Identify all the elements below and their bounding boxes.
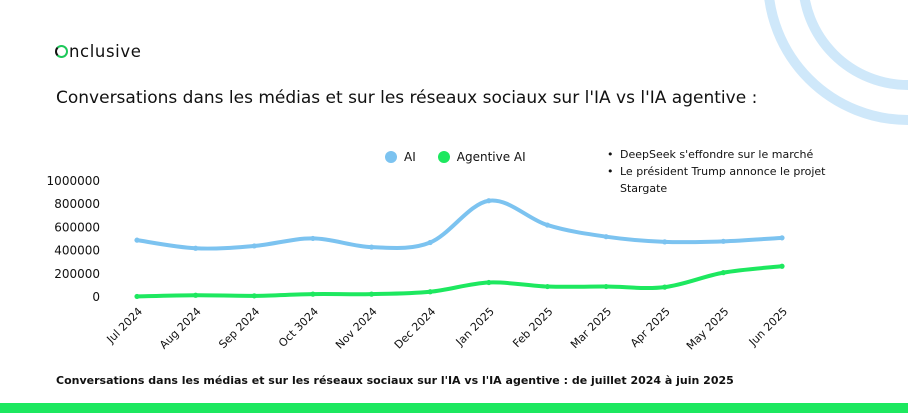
data-point-agentive-ai xyxy=(427,289,433,295)
data-point-agentive-ai xyxy=(486,279,492,286)
x-tick-label: Mar 2025 xyxy=(568,305,614,351)
data-point-ai xyxy=(310,235,316,242)
x-tick-label: Oct 3024 xyxy=(276,305,321,350)
data-point-agentive-ai xyxy=(779,263,785,269)
data-point-ai xyxy=(544,222,551,228)
y-tick-label: 0 xyxy=(92,290,100,304)
y-tick-label: 600000 xyxy=(54,220,100,234)
data-point-ai xyxy=(251,243,257,249)
annotation-text: Le président Trump annonce le projet Sta… xyxy=(620,165,826,195)
y-tick-label: 200000 xyxy=(54,267,100,281)
x-tick-label: Dec 2024 xyxy=(392,305,439,352)
x-tick-label: Aug 2024 xyxy=(157,305,204,352)
annotation-text: DeepSeek s'effondre sur le marché xyxy=(620,148,814,161)
data-point-agentive-ai xyxy=(720,270,726,276)
data-point-agentive-ai xyxy=(368,291,375,297)
annotation-item: DeepSeek s'effondre sur le marché xyxy=(606,146,830,163)
data-point-ai xyxy=(193,245,199,251)
x-tick-label: Jul 2024 xyxy=(104,305,146,347)
y-tick-label: 800000 xyxy=(54,197,100,211)
data-point-ai xyxy=(427,239,433,246)
x-tick-label: Jun 2025 xyxy=(746,305,790,349)
data-point-ai xyxy=(486,198,492,204)
legend-label-agentive-ai: Agentive AI xyxy=(456,150,526,164)
data-point-agentive-ai xyxy=(662,284,668,290)
x-tick-label: Nov 2024 xyxy=(333,305,380,352)
data-point-ai xyxy=(603,234,609,240)
data-point-agentive-ai xyxy=(134,293,140,300)
y-tick-label: 400000 xyxy=(54,244,100,258)
legend-label-ai: AI xyxy=(404,150,416,164)
data-point-agentive-ai xyxy=(544,283,551,290)
data-point-ai xyxy=(662,239,668,245)
x-tick-label: Sep 2024 xyxy=(216,305,262,351)
legend-item-ai: AI xyxy=(385,150,416,164)
data-point-ai xyxy=(720,238,726,244)
data-point-ai xyxy=(779,235,785,241)
page-title: Conversations dans les médias et sur les… xyxy=(56,88,758,108)
legend-dot-agentive-ai-icon xyxy=(437,151,450,163)
data-point-ai xyxy=(368,244,375,250)
series-line-agentive-ai xyxy=(135,264,784,299)
data-point-ai xyxy=(134,237,140,243)
x-tick-label: Jan 2025 xyxy=(453,305,497,349)
annotation-item: Le président Trump annonce le projet Sta… xyxy=(606,163,830,197)
chart-caption: Conversations dans les médias et sur les… xyxy=(56,374,734,387)
legend-dot-ai-icon xyxy=(385,151,397,163)
data-point-agentive-ai xyxy=(251,293,257,299)
x-tick-label: Apr 2025 xyxy=(628,305,673,350)
x-tick-label: Feb 2025 xyxy=(510,305,555,350)
logo-text: nclusive xyxy=(69,41,142,61)
chart-annotations: DeepSeek s'effondre sur le marché Le pré… xyxy=(606,146,830,197)
data-point-agentive-ai xyxy=(193,292,199,298)
onclusive-logo: nclusive xyxy=(55,40,141,62)
data-point-agentive-ai xyxy=(310,291,316,297)
x-tick-label: May 2025 xyxy=(684,305,732,353)
logo-ring-icon xyxy=(55,44,68,58)
data-point-agentive-ai xyxy=(603,283,609,290)
legend-item-agentive-ai: Agentive AI xyxy=(437,150,526,164)
chart-legend: AI Agentive AI xyxy=(385,150,548,164)
bottom-accent-bar xyxy=(0,403,908,413)
series-line-ai xyxy=(135,198,784,251)
y-tick-label: 1000000 xyxy=(47,174,100,188)
